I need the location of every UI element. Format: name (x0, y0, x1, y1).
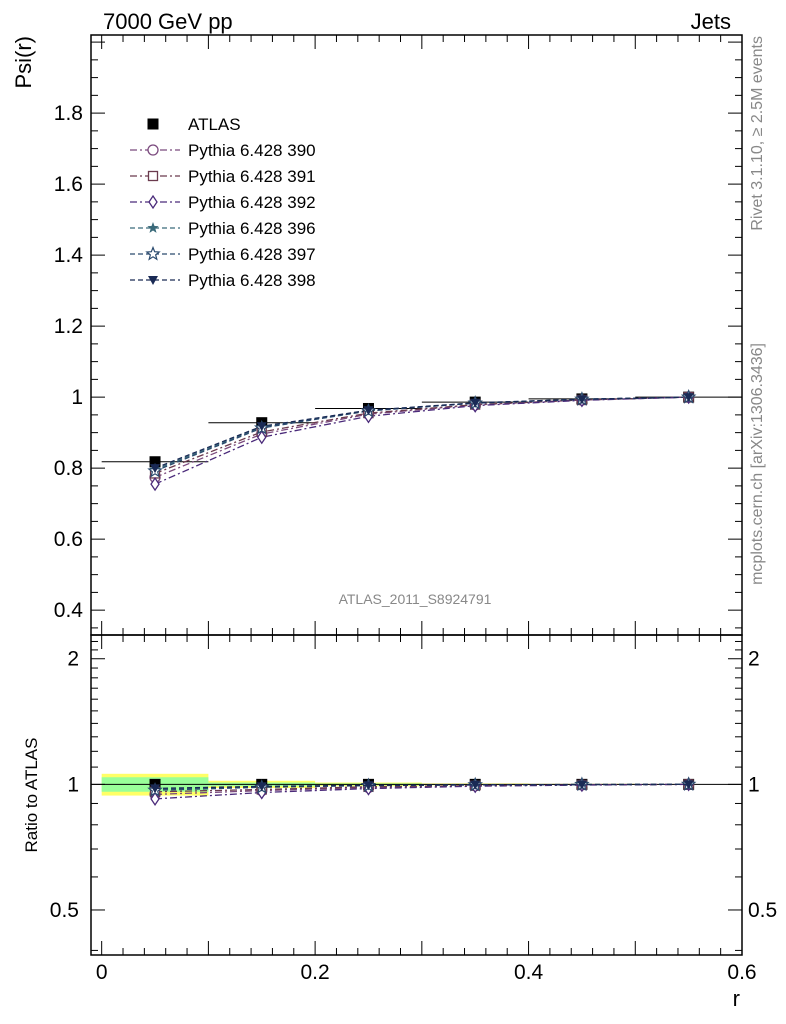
ratio-point (470, 780, 481, 790)
legend-marker (147, 222, 159, 233)
legend-item: Pythia 6.428 391 (130, 167, 316, 186)
mc-data-point (150, 476, 160, 492)
ratio-y-tick-label: 2 (67, 648, 79, 671)
ratio-frame (90, 634, 743, 956)
x-tick-label: 0.2 (301, 961, 330, 984)
main-y-tick-label: 1 (71, 386, 83, 409)
mc-data-point (256, 422, 267, 432)
ratio-y-tick-label-right: 1 (748, 773, 760, 796)
x-tick-label: 0 (96, 961, 108, 984)
mcplots-reference-label: mcplots.cern.ch [arXiv:1306.3436] (749, 343, 766, 585)
legend-label: Pythia 6.428 397 (188, 245, 316, 264)
analysis-watermark: ATLAS_2011_S8924791 (339, 591, 492, 607)
ratio-y-tick-label: 0.5 (50, 899, 79, 922)
legend-label: Pythia 6.428 390 (188, 141, 316, 160)
mc-data-point (470, 398, 481, 408)
legend-label: ATLAS (188, 115, 241, 134)
x-tick-label: 0.6 (727, 961, 756, 984)
ratio-point (150, 791, 160, 807)
mc-data-point (363, 406, 374, 416)
ratio-y-axis-label: Ratio to ATLAS (22, 738, 41, 853)
legend-label: Pythia 6.428 398 (188, 271, 316, 290)
main-y-tick-label: 1.8 (54, 102, 83, 125)
legend-item: Pythia 6.428 390 (130, 141, 316, 160)
ratio-plot-area (91, 773, 742, 807)
series-line (154, 396, 689, 469)
legend-item: ATLAS (147, 115, 241, 134)
mc-data-point (256, 430, 267, 445)
main-y-tick-label: 0.8 (54, 457, 83, 480)
ratio-point (256, 782, 267, 792)
series-line (154, 396, 689, 475)
x-axis-label: r (733, 986, 740, 1011)
mc-data-point (683, 393, 694, 403)
legend-item: Pythia 6.428 392 (130, 193, 316, 212)
main-y-tick-label: 0.6 (54, 528, 83, 551)
legend-label: Pythia 6.428 392 (188, 193, 316, 212)
legend-marker (147, 144, 159, 156)
header-left-label: 7000 GeV pp (103, 9, 233, 34)
series-line (154, 396, 689, 485)
ratio-point (150, 784, 161, 794)
legend-marker (145, 245, 161, 261)
legend-marker (148, 194, 158, 210)
ratio-series-line (155, 783, 689, 790)
ratio-point (363, 781, 374, 791)
legend-marker (147, 170, 159, 182)
legend-marker (147, 118, 159, 130)
legend-label: Pythia 6.428 391 (188, 167, 316, 186)
atlas-data-point (149, 456, 161, 468)
main-y-axis-label: Psi(r) (11, 36, 36, 89)
main-y-tick-label: 1.2 (54, 315, 83, 338)
main-y-tick-label: 1.6 (54, 173, 83, 196)
legend-marker (148, 276, 158, 285)
ratio-y-tick-label: 1 (67, 773, 79, 796)
axis-ticks: 0.4 0.6 0.8 1 1.2 1.4 1.6 1.8 0.5 0.5 1 1 2 2 0 0.2 0.4 0… (50, 35, 777, 984)
legend-label: Pythia 6.428 396 (188, 219, 316, 238)
main-series-layer (101, 388, 742, 492)
plot-frames (90, 34, 743, 956)
header-right-label: Jets (691, 9, 731, 34)
ratio-point (576, 780, 587, 790)
rivet-version-label: Rivet 3.1.10, ≥ 2.5M events (749, 36, 766, 231)
main-y-tick-label: 0.4 (54, 599, 84, 622)
ratio-point (683, 780, 694, 790)
legend: ATLAS Pythia 6.428 390 Pythia 6.428 391 Pyt… (130, 115, 316, 290)
ratio-y-tick-label-right: 0.5 (748, 899, 777, 922)
x-tick-label: 0.4 (514, 961, 544, 984)
ratio-y-tick-label-right: 2 (748, 648, 760, 671)
legend-item: Pythia 6.428 396 (130, 219, 316, 238)
mc-data-point (576, 395, 587, 405)
main-y-tick-label: 1.4 (54, 244, 84, 267)
ratio-series-line (155, 783, 689, 793)
legend-item: Pythia 6.428 398 (130, 271, 316, 290)
legend-item: Pythia 6.428 397 (130, 245, 316, 264)
mc-data-point (150, 464, 161, 474)
